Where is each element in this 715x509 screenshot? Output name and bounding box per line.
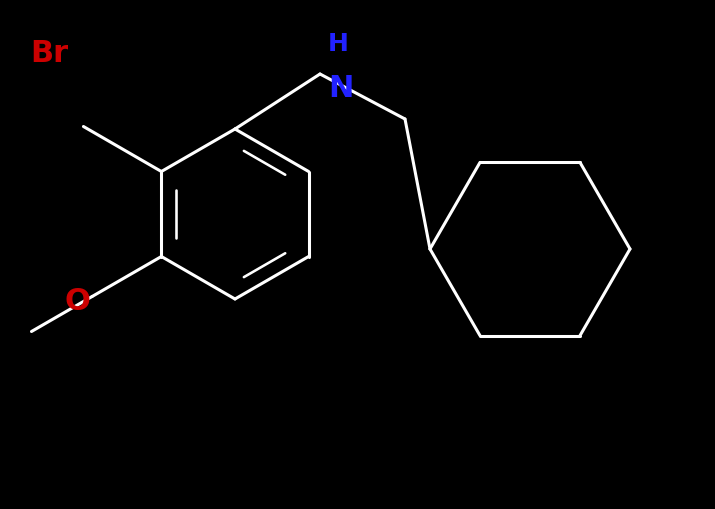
Text: O: O	[64, 287, 90, 316]
Text: N: N	[328, 74, 353, 103]
Text: H: H	[328, 32, 349, 56]
Text: Br: Br	[30, 39, 68, 68]
